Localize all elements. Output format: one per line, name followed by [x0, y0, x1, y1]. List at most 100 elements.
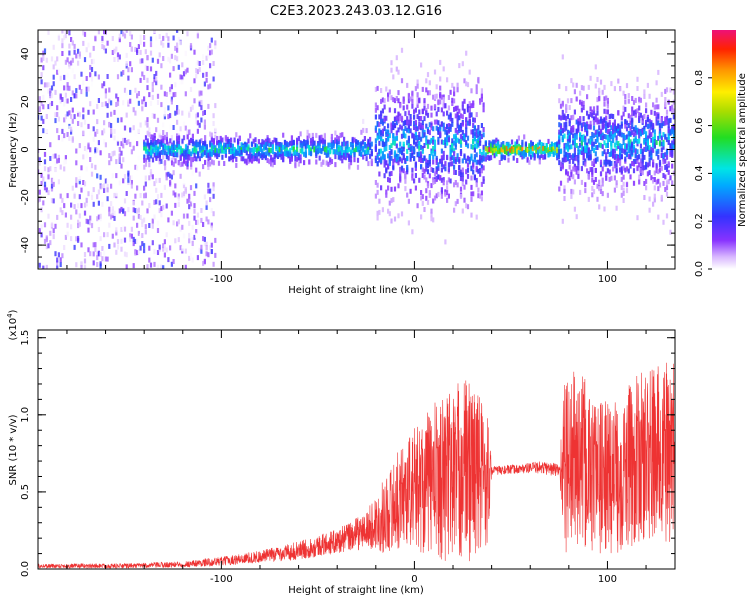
heatmap-cell — [285, 142, 288, 148]
heatmap-cell — [52, 198, 55, 204]
heatmap-cell — [610, 113, 613, 119]
heatmap-cell — [165, 136, 168, 142]
heatmap-cell — [181, 184, 184, 190]
heatmap-cell — [454, 144, 457, 150]
heatmap-cell — [87, 227, 90, 233]
heatmap-cell — [514, 141, 517, 147]
heatmap-cell — [56, 265, 59, 269]
heatmap-cell — [155, 35, 158, 41]
heatmap-cell — [559, 125, 563, 131]
heatmap-cell — [45, 244, 48, 250]
heatmap-cell — [301, 143, 304, 149]
heatmap-cell — [334, 149, 337, 155]
heatmap-cell — [195, 229, 198, 234]
heatmap-cell — [453, 148, 456, 154]
heatmap-cell — [196, 69, 199, 75]
heatmap-cell — [558, 132, 561, 138]
heatmap-cell — [358, 144, 361, 150]
heatmap-cell — [61, 43, 64, 49]
heatmap-cell — [346, 143, 349, 149]
x-tick-label: -100 — [210, 274, 233, 285]
heatmap-cell — [339, 132, 342, 138]
heatmap-cell — [473, 147, 476, 153]
heatmap-cell — [38, 156, 40, 162]
heatmap-cell — [353, 157, 356, 163]
heatmap-cell — [393, 186, 397, 192]
heatmap-cell — [456, 116, 459, 122]
heatmap-cell — [393, 108, 397, 114]
heatmap-cell — [137, 91, 140, 96]
heatmap-cell — [136, 222, 139, 228]
heatmap-cell — [606, 159, 609, 165]
heatmap-cell — [179, 162, 182, 168]
heatmap-cell — [473, 157, 476, 163]
heatmap-cell — [132, 236, 135, 242]
y-tick-label: 20 — [20, 95, 31, 108]
heatmap-cell — [636, 86, 639, 91]
heatmap-cell — [165, 139, 168, 145]
heatmap-cell — [461, 208, 464, 214]
heatmap-cell — [463, 134, 466, 139]
heatmap-cell — [202, 144, 205, 150]
heatmap-cell — [198, 139, 201, 145]
heatmap-cell — [627, 130, 630, 136]
heatmap-cell — [144, 49, 147, 55]
heatmap-cell — [664, 133, 667, 139]
heatmap-cell — [209, 63, 212, 69]
heatmap-cell — [491, 142, 494, 148]
heatmap-cell — [414, 120, 417, 126]
colorbar: 0.00.20.40.60.8 Normalized spectral ampl… — [694, 30, 748, 277]
heatmap-cell — [577, 145, 580, 151]
heatmap-cell — [155, 187, 158, 193]
heatmap-cell — [643, 139, 646, 145]
heatmap-cell — [463, 153, 466, 159]
heatmap-cell — [238, 135, 241, 141]
heatmap-cell — [459, 193, 463, 199]
heatmap-cell — [240, 149, 243, 155]
heatmap-cell — [231, 143, 234, 149]
heatmap-cell — [565, 115, 568, 121]
heatmap-cell — [655, 168, 658, 174]
heatmap-cell — [610, 175, 613, 181]
heatmap-cell — [619, 155, 622, 161]
heatmap-cell — [146, 122, 149, 128]
heatmap-cell — [177, 64, 180, 70]
heatmap-cell — [141, 200, 144, 206]
heatmap-cell — [136, 141, 139, 147]
heatmap-cell — [655, 140, 658, 145]
heatmap-cell — [523, 153, 526, 159]
heatmap-cell — [591, 169, 594, 175]
heatmap-cell — [594, 151, 597, 157]
heatmap-cell — [444, 166, 447, 172]
heatmap-cell — [589, 111, 592, 117]
heatmap-cell — [636, 76, 639, 82]
heatmap-cell — [149, 36, 153, 42]
heatmap-cell — [40, 224, 43, 230]
heatmap-cell — [129, 98, 132, 104]
heatmap-cell — [344, 155, 347, 161]
heatmap-cell — [542, 154, 545, 160]
heatmap-cell — [346, 148, 349, 154]
heatmap-cell — [198, 247, 201, 253]
heatmap-cell — [648, 93, 651, 99]
heatmap-cell — [378, 149, 381, 155]
heatmap-cell — [603, 206, 606, 212]
heatmap-cell — [179, 126, 182, 132]
heatmap-cell — [399, 115, 402, 121]
heatmap-cell — [309, 140, 313, 146]
heatmap-cell — [558, 139, 561, 145]
heatmap-cell — [80, 265, 83, 269]
heatmap-cell — [316, 148, 320, 153]
heatmap-cell — [646, 162, 649, 168]
heatmap-cell — [111, 151, 114, 157]
heatmap-cell — [470, 191, 473, 197]
heatmap-cell — [497, 145, 500, 150]
heatmap-cell — [365, 156, 368, 162]
heatmap-cell — [459, 122, 463, 128]
heatmap-cell — [189, 253, 193, 259]
heatmap-cell — [648, 145, 651, 151]
heatmap-cell — [313, 146, 316, 152]
heatmap-cell — [638, 128, 641, 134]
heatmap-cell — [162, 243, 165, 249]
heatmap-cell — [658, 162, 662, 168]
